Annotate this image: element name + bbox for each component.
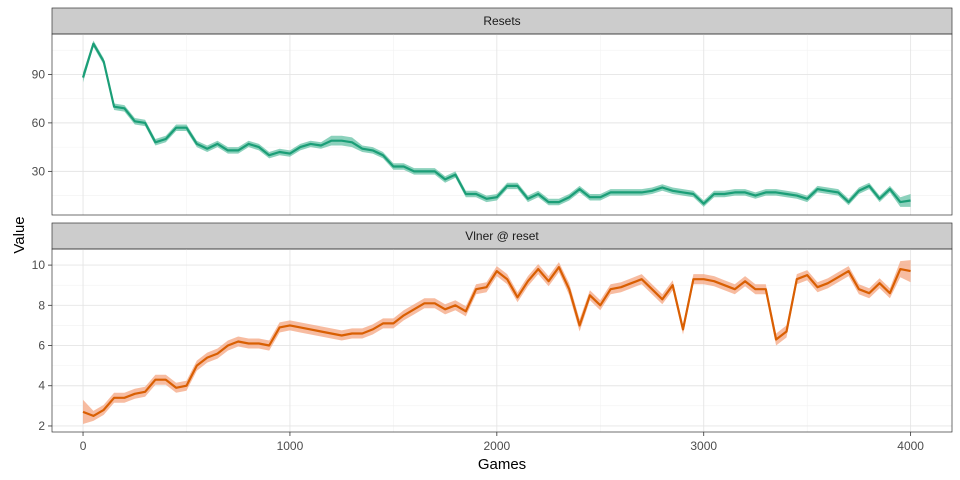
- y-ticks-resets: 30 60 90: [32, 67, 52, 178]
- y-ticks-vlner-at-reset: 2 4 6 8 10: [32, 258, 52, 433]
- strip-label-vlner-at-reset: Vlner @ reset: [465, 229, 539, 243]
- x-tick-label: 0: [80, 439, 87, 453]
- x-tick-label: 4000: [897, 439, 924, 453]
- panel-border-vlner-at-reset: [51, 248, 953, 433]
- grid-resets: [52, 34, 952, 215]
- y-tick-label: 90: [32, 67, 46, 81]
- confidence-band: [83, 260, 911, 424]
- x-tick-label: 2000: [483, 439, 510, 453]
- x-axis-ticks: 0 1000 2000 3000 4000: [80, 432, 924, 453]
- y-tick-label: 30: [32, 164, 46, 178]
- x-tick-label: 1000: [277, 439, 304, 453]
- y-axis-title: Value: [11, 216, 28, 253]
- strip-label-resets: Resets: [483, 14, 520, 28]
- panel-vlner-at-reset: Vlner @ reset 2 4 6 8 10: [32, 222, 953, 433]
- x-axis-title: Games: [478, 456, 526, 473]
- strip-resets: [51, 7, 953, 35]
- y-tick-label: 60: [32, 116, 46, 130]
- y-tick-label: 6: [38, 339, 45, 353]
- grid-vlner-at-reset: [52, 249, 952, 432]
- series-line-resets: [81, 42, 911, 205]
- panel-border-resets: [51, 33, 953, 216]
- y-tick-label: 2: [38, 419, 45, 433]
- x-tick-label: 3000: [690, 439, 717, 453]
- series-line: [82, 266, 911, 417]
- series-line-vlner-at-reset: [82, 266, 911, 417]
- series-line: [81, 42, 911, 205]
- panel-resets: Resets 30 60 90: [32, 7, 953, 216]
- y-tick-label: 8: [38, 298, 45, 312]
- y-tick-label: 4: [38, 379, 45, 393]
- confidence-band-vlner-at-reset: [83, 260, 911, 424]
- y-tick-label: 10: [32, 258, 46, 272]
